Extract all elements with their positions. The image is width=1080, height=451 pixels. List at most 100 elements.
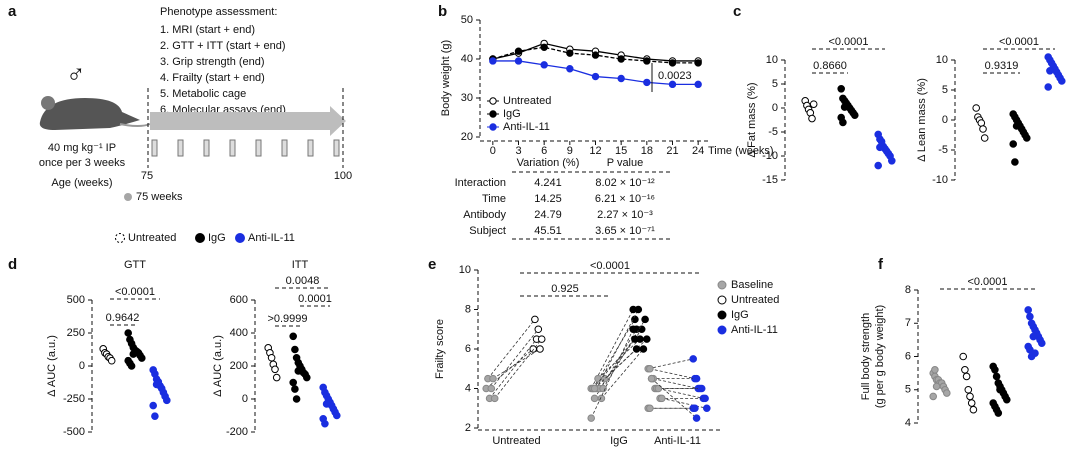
y-tick-label: 40 — [461, 53, 473, 65]
data-point — [303, 373, 311, 382]
panel-label: b — [438, 3, 447, 20]
baseline-point — [654, 384, 663, 393]
legend-label: IgG — [731, 309, 749, 321]
age-end: 100 — [334, 170, 352, 182]
end-point — [692, 414, 701, 422]
legend-label: Anti-IL-11 — [503, 121, 550, 133]
data-point — [840, 103, 849, 111]
series-marker — [591, 51, 600, 59]
data-point — [1012, 122, 1021, 130]
data-point — [961, 366, 969, 374]
table-cell: 4.241 — [534, 177, 562, 189]
pair-link — [649, 368, 695, 380]
y-axis-label: Δ Lean mass (%) — [916, 78, 928, 162]
data-point — [152, 380, 161, 389]
y-axis-label: Δ AUC (a.u.) — [46, 335, 58, 397]
pair-link — [590, 329, 634, 419]
data-point — [876, 143, 884, 152]
end-point — [637, 325, 646, 334]
data-point — [289, 332, 298, 341]
shared-legend: Untreated IgG Anti-IL-11 — [115, 232, 295, 244]
table-cell: 45.51 — [534, 225, 562, 237]
series-marker — [694, 80, 702, 89]
marker-text: 75 weeks — [136, 191, 183, 203]
data-point — [1029, 332, 1038, 341]
baseline-point — [594, 374, 602, 383]
table-cell: 8.02 × 10⁻¹² — [595, 177, 655, 189]
p-value: <0.0001 — [999, 36, 1039, 48]
y-tick-label: 7 — [905, 317, 911, 329]
pair-link — [485, 348, 534, 389]
x-tick-label: 24 — [692, 145, 704, 157]
table-cell: Time — [482, 193, 506, 205]
mouse-body — [39, 98, 140, 130]
pair-link — [592, 338, 636, 389]
data-point — [994, 409, 1003, 417]
panel-label: d — [8, 256, 17, 273]
pair-link — [489, 338, 537, 399]
assessment-item: 1. MRI (start + end) — [160, 24, 255, 36]
table-cell: 24.79 — [534, 209, 562, 221]
series-marker — [514, 47, 523, 55]
data-point — [980, 134, 989, 142]
chart-title: ITT — [292, 259, 309, 271]
data-point — [1003, 395, 1011, 404]
y-tick-label: 5 — [772, 78, 778, 90]
assessment-title: Phenotype assessment: — [160, 6, 277, 18]
y-tick-label: 10 — [936, 54, 948, 66]
series-marker — [643, 57, 651, 65]
legend-label: Untreated — [503, 95, 551, 107]
p-value: 0.0048 — [286, 275, 320, 287]
end-point — [692, 374, 701, 383]
legend-marker — [717, 325, 727, 335]
baseline-point — [646, 364, 654, 373]
data-point — [107, 356, 116, 365]
data-point — [294, 367, 303, 375]
p-value: 0.8660 — [813, 60, 847, 72]
legend-marker — [489, 110, 497, 118]
data-point — [967, 399, 976, 407]
legend-label: Untreated — [128, 232, 176, 244]
legend-marker — [717, 310, 727, 320]
y-tick-label: 5 — [942, 84, 948, 96]
series-marker — [540, 43, 548, 51]
data-point — [991, 366, 999, 374]
anova-table: Variation (%) P value Interaction 4.241 … — [455, 157, 670, 240]
sex-symbol: ♂ — [66, 59, 86, 89]
panel-label: c — [733, 3, 741, 20]
panel-label: a — [8, 3, 17, 20]
data-point — [1044, 83, 1052, 91]
y-tick-label: -200 — [226, 426, 248, 438]
p-value: 0.925 — [551, 283, 579, 295]
pair-link — [602, 319, 646, 389]
pair-link — [492, 348, 541, 379]
p-value: 0.9319 — [985, 60, 1019, 72]
p-value: 0.0023 — [658, 70, 692, 82]
end-point — [639, 345, 648, 353]
assessment-item: 2. GTT + ITT (start + end) — [160, 40, 286, 52]
y-tick-label: -5 — [768, 126, 778, 138]
series-marker — [694, 59, 702, 67]
pair-link — [592, 319, 636, 389]
y-tick-label: 8 — [905, 284, 911, 296]
legend-label: IgG — [208, 232, 226, 244]
table-header: Variation (%) — [517, 157, 580, 169]
end-point — [703, 404, 711, 413]
baseline-point — [487, 384, 496, 393]
legend-label: Untreated — [731, 294, 779, 306]
syringes — [151, 139, 340, 157]
pair-link — [594, 348, 637, 389]
y-axis-label: Frailty score — [434, 319, 446, 379]
y-tick-label: 4 — [465, 382, 471, 394]
data-point — [943, 389, 951, 397]
chart-title: GTT — [124, 259, 146, 271]
x-tick-label: 21 — [666, 145, 678, 157]
pair-link — [648, 358, 694, 370]
y-tick-label: -10 — [762, 150, 778, 162]
y-tick-label: 0 — [79, 360, 85, 372]
y-axis-label: Full body strength — [860, 313, 872, 400]
data-point — [124, 329, 132, 337]
x-tick-label: Anti-IL-11 — [654, 435, 701, 447]
legend-label: Anti-IL-11 — [248, 232, 295, 244]
